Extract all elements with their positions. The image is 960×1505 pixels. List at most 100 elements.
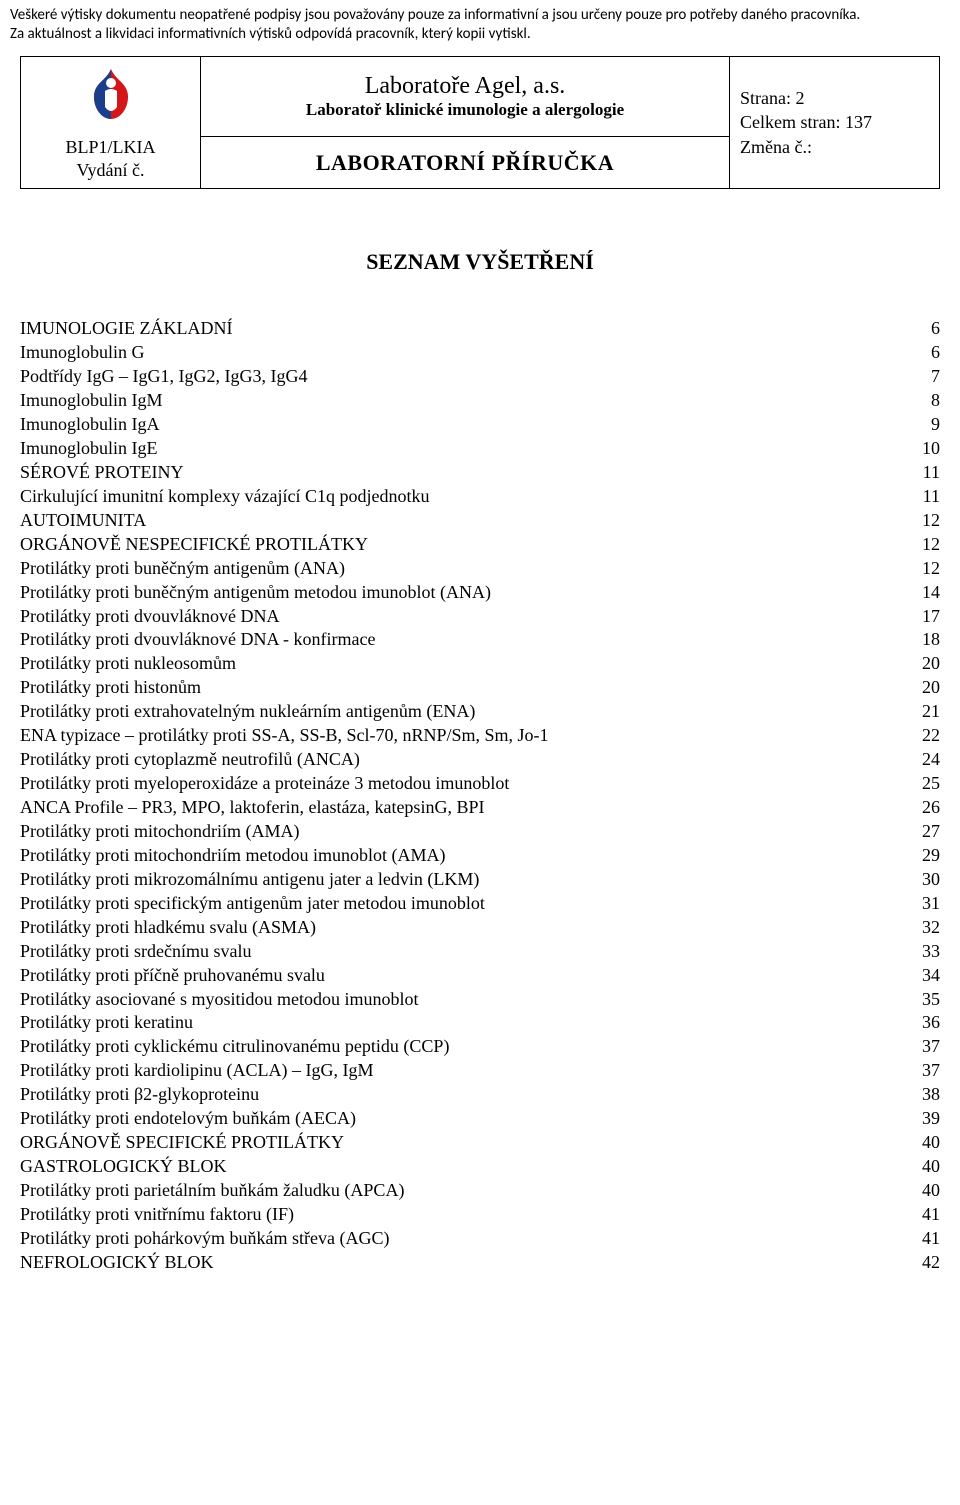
toc-row: Protilátky proti cytoplazmě neutrofilů (… (20, 748, 940, 772)
toc-title: SÉROVÉ PROTEINY (20, 461, 184, 485)
toc-title: Protilátky proti cyklickému citrulinovan… (20, 1035, 449, 1059)
toc-title: Protilátky proti extrahovatelným nukleár… (20, 700, 475, 724)
toc-row: NEFROLOGICKÝ BLOK 42 (20, 1251, 940, 1275)
toc-row: Protilátky asociované s myositidou metod… (20, 988, 940, 1012)
toc-row: Imunoglobulin G 6 (20, 341, 940, 365)
header-code: BLP1/LKIA (31, 136, 190, 159)
toc-row: Protilátky proti extrahovatelným nukleár… (20, 700, 940, 724)
header-edition: Vydání č. (31, 159, 190, 182)
toc-title: Protilátky proti β2-glykoproteinu (20, 1083, 259, 1107)
toc-row: Protilátky proti mikrozomálnímu antigenu… (20, 868, 940, 892)
toc-title: ORGÁNOVĚ SPECIFICKÉ PROTILÁTKY (20, 1131, 344, 1155)
toc-title: Imunoglobulin G (20, 341, 145, 365)
toc-row: Protilátky proti pohárkovým buňkám střev… (20, 1227, 940, 1251)
toc-row: Protilátky proti buněčným antigenům (ANA… (20, 557, 940, 581)
toc-row: Protilátky proti dvouvláknové DNA 17 (20, 605, 940, 629)
disclaimer-notice: Veškeré výtisky dokumentu neopatřené pod… (0, 0, 960, 56)
toc-page: 9 (912, 413, 940, 437)
toc-page: 14 (912, 581, 940, 605)
toc-title: NEFROLOGICKÝ BLOK (20, 1251, 214, 1275)
toc-page: 42 (912, 1251, 940, 1275)
toc-row: IMUNOLOGIE ZÁKLADNÍ 6 (20, 317, 940, 341)
toc-page: 41 (912, 1203, 940, 1227)
toc-page: 35 (912, 988, 940, 1012)
toc-title: ENA typizace – protilátky proti SS-A, SS… (20, 724, 549, 748)
toc-title: Protilátky proti pohárkovým buňkám střev… (20, 1227, 389, 1251)
section-title: SEZNAM VYŠETŘENÍ (0, 249, 960, 275)
toc-title: Imunoglobulin IgE (20, 437, 158, 461)
header-page-info-cell: Strana: 2 Celkem stran: 137 Změna č.: (730, 56, 940, 189)
toc-title: IMUNOLOGIE ZÁKLADNÍ (20, 317, 232, 341)
toc-row: Protilátky proti keratinu 36 (20, 1011, 940, 1035)
toc-page: 20 (912, 652, 940, 676)
toc-page: 30 (912, 868, 940, 892)
toc-title: Protilátky proti buněčným antigenům (ANA… (20, 557, 345, 581)
toc-row: Protilátky proti vnitřnímu faktoru (IF) … (20, 1203, 940, 1227)
document-header-table: BLP1/LKIA Vydání č. Laboratoře Agel, a.s… (20, 56, 940, 190)
header-org-cell: Laboratoře Agel, a.s. Laboratoř klinické… (201, 56, 730, 136)
toc-title: Imunoglobulin IgA (20, 413, 160, 437)
toc-page: 29 (912, 844, 940, 868)
disclaimer-line1: Veškeré výtisky dokumentu neopatřené pod… (10, 6, 950, 25)
toc-row: Protilátky proti srdečnímu svalu 33 (20, 940, 940, 964)
toc-title: ORGÁNOVĚ NESPECIFICKÉ PROTILÁTKY (20, 533, 368, 557)
toc-title: Protilátky proti dvouvláknové DNA - konf… (20, 628, 375, 652)
toc-page: 33 (912, 940, 940, 964)
header-doc-title-cell: LABORATORNÍ PŘÍRUČKA (201, 136, 730, 188)
toc-title: Imunoglobulin IgM (20, 389, 163, 413)
toc-page: 11 (912, 461, 940, 485)
toc-row: Protilátky proti příčně pruhovanému sval… (20, 964, 940, 988)
dept-name: Laboratoř klinické imunologie a alergolo… (211, 100, 719, 120)
toc-row: Protilátky proti hladkému svalu (ASMA) 3… (20, 916, 940, 940)
toc-page: 40 (912, 1131, 940, 1155)
toc-row: ENA typizace – protilátky proti SS-A, SS… (20, 724, 940, 748)
toc-page: 41 (912, 1227, 940, 1251)
page-number: Strana: 2 (740, 86, 929, 110)
toc-row: Protilátky proti buněčným antigenům meto… (20, 581, 940, 605)
total-pages: Celkem stran: 137 (740, 110, 929, 134)
toc-row: GASTROLOGICKÝ BLOK 40 (20, 1155, 940, 1179)
toc-row: AUTOIMUNITA 12 (20, 509, 940, 533)
toc-row: Cirkulující imunitní komplexy vázající C… (20, 485, 940, 509)
toc-title: Protilátky proti příčně pruhovanému sval… (20, 964, 325, 988)
toc-page: 12 (912, 557, 940, 581)
toc-page: 8 (912, 389, 940, 413)
toc-page: 40 (912, 1179, 940, 1203)
toc-title: Protilátky proti myeloperoxidáze a prote… (20, 772, 509, 796)
toc-title: Protilátky proti parietálním buňkám žalu… (20, 1179, 404, 1203)
toc-page: 6 (912, 317, 940, 341)
toc-row: Protilátky proti mitochondriím metodou i… (20, 844, 940, 868)
toc-row: Protilátky proti specifickým antigenům j… (20, 892, 940, 916)
toc-page: 24 (912, 748, 940, 772)
toc-page: 25 (912, 772, 940, 796)
toc-title: Cirkulující imunitní komplexy vázající C… (20, 485, 429, 509)
toc-page: 32 (912, 916, 940, 940)
toc-page: 38 (912, 1083, 940, 1107)
toc-row: Imunoglobulin IgM 8 (20, 389, 940, 413)
toc-page: 36 (912, 1011, 940, 1035)
org-name: Laboratoře Agel, a.s. (211, 73, 719, 100)
toc-page: 12 (912, 509, 940, 533)
toc-page: 11 (912, 485, 940, 509)
toc-row: Protilátky proti myeloperoxidáze a prote… (20, 772, 940, 796)
toc-row: Protilátky proti dvouvláknové DNA - konf… (20, 628, 940, 652)
toc-title: Protilátky proti kardiolipinu (ACLA) – I… (20, 1059, 373, 1083)
toc-page: 39 (912, 1107, 940, 1131)
toc-title: Protilátky proti cytoplazmě neutrofilů (… (20, 748, 360, 772)
toc-page: 34 (912, 964, 940, 988)
toc-page: 18 (912, 628, 940, 652)
toc-row: Imunoglobulin IgE 10 (20, 437, 940, 461)
toc-row: Podtřídy IgG – IgG1, IgG2, IgG3, IgG4 7 (20, 365, 940, 389)
toc-title: Protilátky asociované s myositidou metod… (20, 988, 418, 1012)
toc-row: Protilátky proti mitochondriím (AMA) 27 (20, 820, 940, 844)
toc-page: 31 (912, 892, 940, 916)
toc-row: Protilátky proti nukleosomům 20 (20, 652, 940, 676)
toc-row: ORGÁNOVĚ NESPECIFICKÉ PROTILÁTKY 12 (20, 533, 940, 557)
toc-row: SÉROVÉ PROTEINY 11 (20, 461, 940, 485)
toc-title: Protilátky proti histonům (20, 676, 201, 700)
doc-title: LABORATORNÍ PŘÍRUČKA (316, 150, 614, 175)
toc-title: ANCA Profile – PR3, MPO, laktoferin, ela… (20, 796, 484, 820)
table-of-contents: IMUNOLOGIE ZÁKLADNÍ 6Imunoglobulin G 6Po… (20, 317, 940, 1275)
toc-title: Podtřídy IgG – IgG1, IgG2, IgG3, IgG4 (20, 365, 307, 389)
toc-row: Protilátky proti β2-glykoproteinu 38 (20, 1083, 940, 1107)
